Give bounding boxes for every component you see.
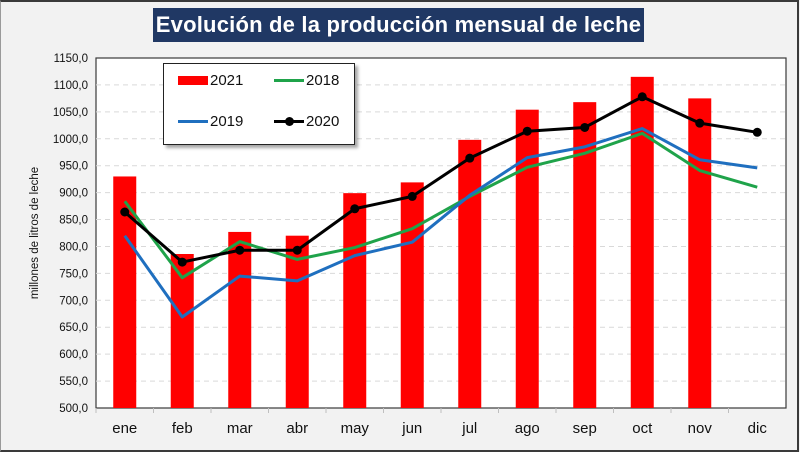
x-tick-label: oct [632,420,653,437]
line-series-2020 [120,92,762,267]
y-tick-label: 1100,0 [54,80,88,92]
bar-2021-abr [285,235,309,408]
point-2020-sep [580,122,590,132]
y-tick-label: 800,0 [59,241,88,253]
x-tick-label: jun [401,420,422,437]
y-tick-label: 850,0 [59,215,88,227]
line-2018 [123,131,758,280]
legend-item-2020: 2020 [274,113,339,130]
point-2020-may [350,204,360,214]
bar-2021-sep [573,102,597,409]
bar-2021-jun [400,182,424,408]
line-series-2018 [123,131,758,280]
bar-2021-jul [458,139,482,408]
y-tick-label: 650,0 [59,322,88,334]
y-tick-label: 1150,0 [54,53,88,65]
y-tick-label: 700,0 [59,295,88,307]
x-tick-label: ago [515,420,540,437]
x-tick-label: jul [461,420,477,437]
bar-2021-may [343,193,367,408]
legend-swatch-2019 [178,120,208,123]
chart-title: Evolución de la producción mensual de le… [153,8,644,42]
y-tick-label: 950,0 [59,161,88,173]
bar-2021-oct [630,76,654,408]
legend: 2021 2018 2019 2020 [163,63,355,145]
y-tick-label: 1000,0 [53,134,88,146]
point-2020-jun [407,191,417,201]
legend-label: 2019 [210,113,244,130]
point-2020-ago [522,126,532,136]
x-tick-label: may [341,420,370,437]
bar-2021-feb [170,254,194,408]
point-2020-abr [292,245,302,255]
y-axis-label: millones de litros de leche [29,167,41,299]
y-tick-label: 1050,0 [53,107,88,119]
point-2020-oct [637,92,647,102]
legend-label: 2018 [306,72,340,89]
bar-2021-ago [515,109,539,408]
x-tick-label: feb [172,420,193,437]
y-tick-label: 550,0 [59,376,88,388]
x-tick-label: nov [688,420,713,437]
line-2019 [123,127,758,319]
line-series [120,92,762,319]
legend-item-2019: 2019 [178,113,243,130]
x-tick-label: ene [112,420,137,437]
legend-swatch-2021 [178,76,208,85]
bar-2021-nov [688,98,712,408]
legend-label: 2021 [210,72,244,89]
x-tick-label: abr [286,420,308,437]
legend-swatch-2020 [274,117,304,126]
bar-2021-ene [113,176,137,408]
x-tick-label: mar [227,420,253,437]
bar-2021-mar [228,231,252,408]
line-2020 [123,95,758,264]
x-axis-ticks: ene feb mar abr may jun jul ago sep oct nov dic [95,408,768,437]
point-2020-jul [465,153,475,163]
legend-label: 2020 [306,113,340,130]
point-2020-nov [695,118,705,128]
y-tick-label: 750,0 [59,268,88,280]
x-tick-label: sep [573,420,597,437]
point-2020-feb [177,257,187,267]
point-2020-ene [120,207,130,217]
legend-swatch-2018 [274,79,304,82]
y-axis-ticks: 500,0 550,0 600,0 650,0 700,0 750,0 800,0 850,0… [53,53,88,415]
y-tick-label: 900,0 [59,188,88,200]
legend-item-2021: 2021 [178,72,243,89]
bars-2021 [113,76,712,409]
legend-item-2018: 2018 [274,72,339,89]
x-tick-label: dic [748,420,768,437]
point-2020-dic [752,127,762,137]
y-tick-label: 600,0 [59,349,88,361]
y-tick-label: 500,0 [59,403,88,415]
line-series-2019 [123,127,758,319]
point-2020-mar [235,245,245,255]
